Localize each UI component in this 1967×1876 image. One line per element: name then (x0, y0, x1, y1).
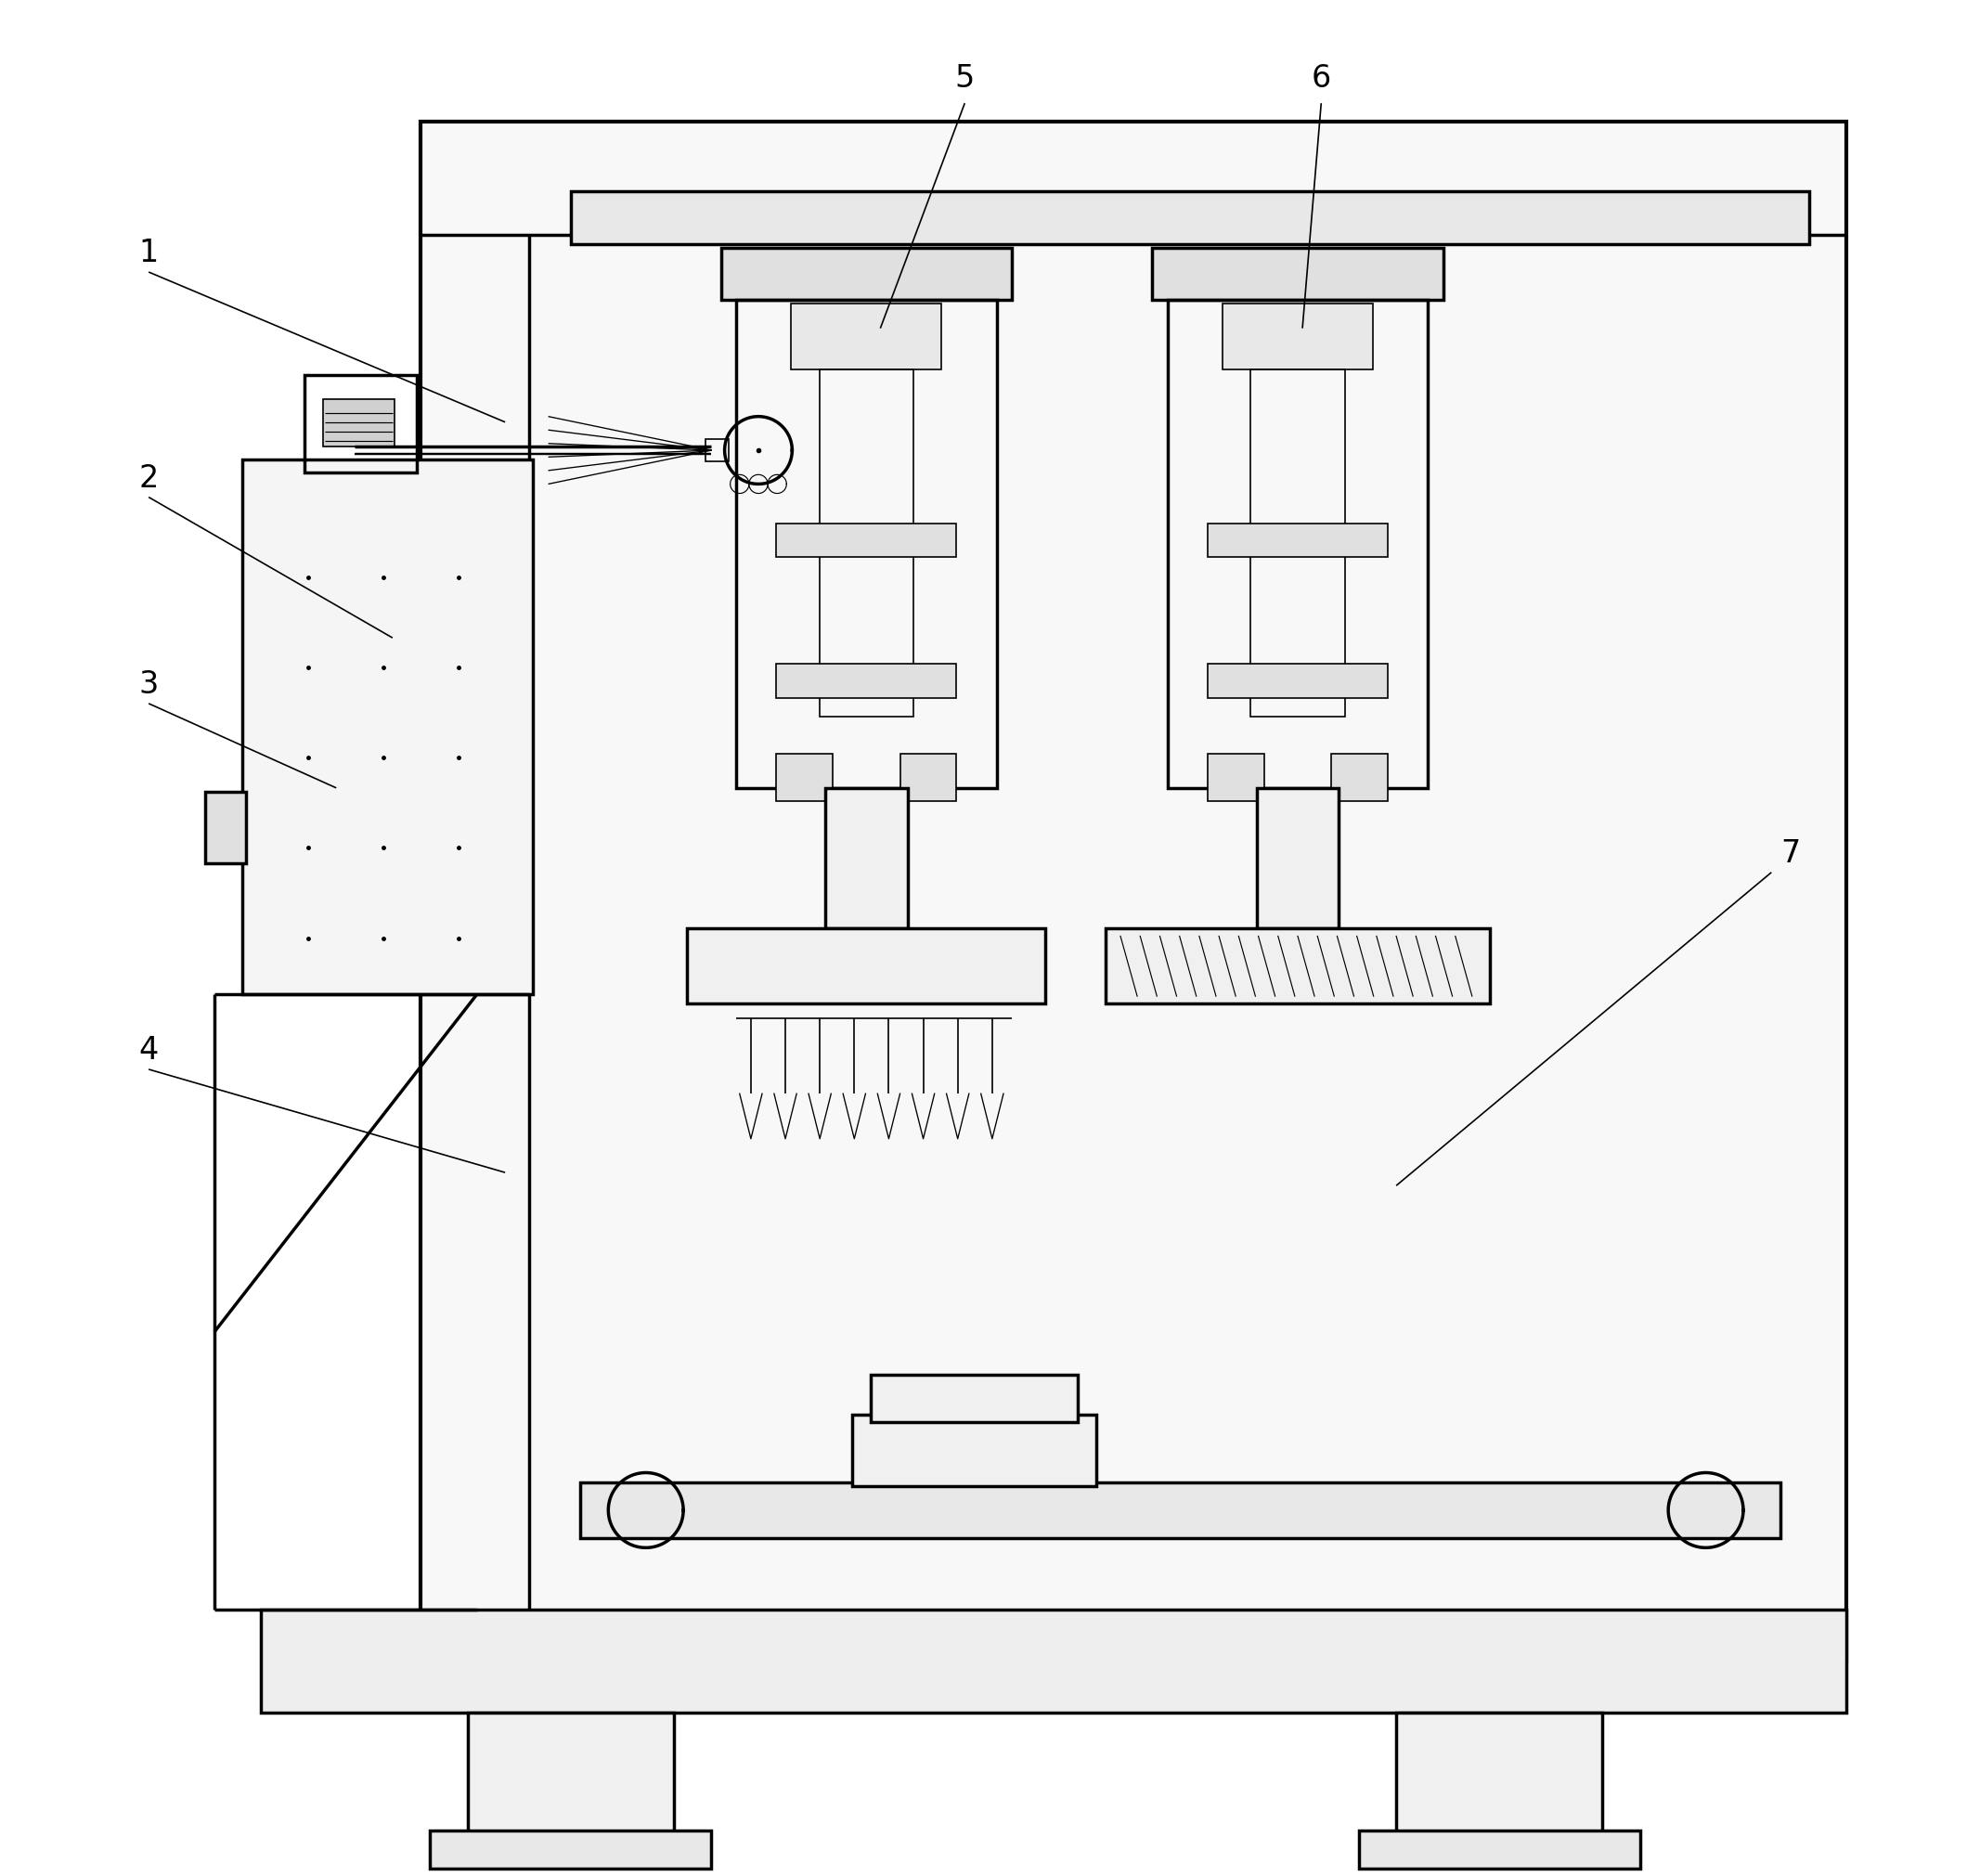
Bar (1153, 248, 1444, 300)
Bar (1397, 1713, 1603, 1844)
Bar (323, 400, 395, 446)
Bar (777, 664, 956, 698)
Text: 2: 2 (140, 463, 159, 493)
Bar (1166, 300, 1428, 788)
Text: 6: 6 (1312, 64, 1332, 94)
Text: 7: 7 (1780, 839, 1800, 869)
Text: 1: 1 (140, 238, 159, 268)
Bar (1208, 754, 1265, 801)
Text: 5: 5 (954, 64, 974, 94)
Bar (570, 191, 1810, 244)
Bar (1251, 370, 1345, 717)
Bar (777, 523, 956, 557)
Bar (1105, 929, 1491, 1004)
Bar (1359, 1831, 1640, 1868)
Bar (852, 1415, 1096, 1486)
Bar (706, 439, 728, 461)
Bar (421, 122, 1847, 1660)
Bar (686, 929, 1044, 1004)
Bar (305, 375, 417, 473)
Bar (791, 304, 942, 370)
Bar (262, 1610, 1847, 1713)
Bar (736, 300, 997, 788)
Bar (824, 788, 907, 929)
Bar (431, 1831, 712, 1868)
Bar (242, 460, 533, 994)
Text: 3: 3 (140, 670, 159, 700)
Bar (1223, 304, 1373, 370)
Bar (777, 754, 832, 801)
Bar (1208, 664, 1389, 698)
Bar (1257, 788, 1340, 929)
Bar (901, 754, 956, 801)
Bar (580, 1482, 1780, 1538)
Bar (720, 248, 1011, 300)
Bar (871, 1375, 1078, 1422)
Bar (1332, 754, 1389, 801)
Bar (468, 1713, 675, 1844)
Text: 4: 4 (140, 1036, 159, 1066)
Bar (205, 792, 246, 863)
Bar (820, 370, 913, 717)
Bar (1208, 523, 1389, 557)
